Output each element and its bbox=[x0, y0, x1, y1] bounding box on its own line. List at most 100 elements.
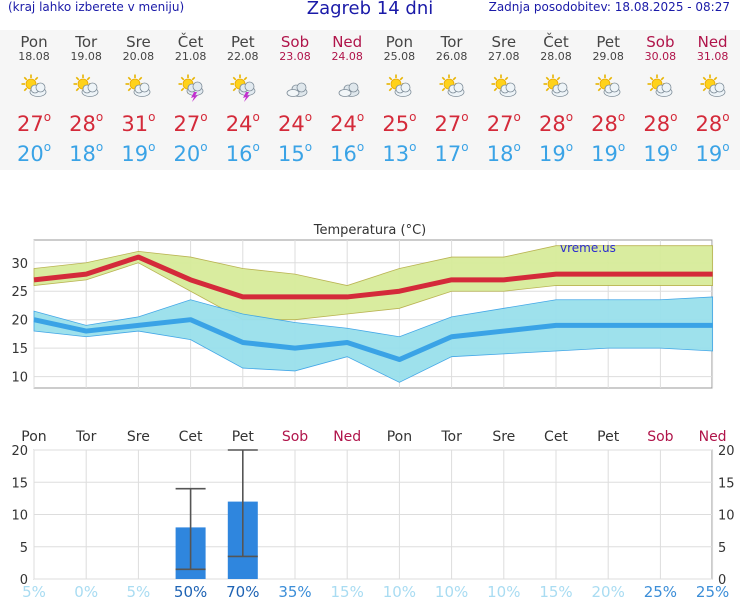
max-temperature: 27o bbox=[173, 110, 208, 136]
min-temperature: 15o bbox=[277, 140, 313, 166]
min-temperature: 19o bbox=[538, 140, 574, 166]
max-temperature: 24o bbox=[225, 110, 260, 136]
day-name: Pet bbox=[596, 33, 620, 51]
sun-cloud-icon bbox=[73, 74, 101, 102]
day-name: Tor bbox=[440, 33, 463, 51]
y-tick-label: 10 bbox=[11, 371, 28, 386]
precip-probability: 10% bbox=[435, 583, 468, 600]
min-temperature: 19o bbox=[643, 140, 678, 166]
sun-cloud-icon bbox=[439, 74, 467, 102]
thunderstorm-icon bbox=[230, 74, 258, 102]
day-name: Pon bbox=[20, 33, 48, 51]
precip-range bbox=[175, 487, 206, 571]
x-day-label: Sre bbox=[492, 430, 515, 445]
day-name: Pon bbox=[385, 33, 413, 51]
daily-forecast-strip: Pon 18.08 27o 20o Tor 19.08 28o 18o Sre 20.08 31o 1… bbox=[0, 30, 740, 170]
day-column: Pon 25.08 25o 13o bbox=[373, 30, 425, 167]
precip-probability: 15% bbox=[539, 583, 572, 600]
y-tick-label: 30 bbox=[11, 257, 28, 272]
max-temperature: 27o bbox=[486, 110, 521, 136]
chart-title: Temperatura (°C) bbox=[313, 223, 426, 238]
thunderstorm-icon bbox=[178, 74, 206, 102]
day-name: Ned bbox=[697, 33, 728, 51]
last-update: Zadnja posodobitev: 18.08.2025 - 08:27 bbox=[488, 0, 730, 14]
sun-cloud-icon bbox=[700, 74, 728, 102]
x-day-label: Pon bbox=[21, 430, 46, 445]
watermark: vreme.us bbox=[560, 241, 616, 255]
day-name: Tor bbox=[75, 33, 98, 51]
sun-cloud-icon bbox=[647, 74, 675, 102]
min-temperature: 19o bbox=[695, 140, 730, 166]
min-temperature: 17o bbox=[434, 140, 469, 166]
precip-probability: 25% bbox=[696, 583, 729, 600]
day-column: Pet 22.08 24o 16o bbox=[217, 30, 269, 167]
y-tick-label: 15 bbox=[718, 476, 735, 491]
day-name: Čet bbox=[177, 33, 204, 51]
max-temperature: 25o bbox=[382, 110, 417, 136]
precip-probability: 10% bbox=[487, 583, 520, 600]
min-temperature: 20o bbox=[16, 140, 52, 166]
day-date: 31.08 bbox=[696, 50, 729, 63]
max-temperature: 27o bbox=[434, 110, 469, 136]
max-temperature: 31o bbox=[121, 110, 156, 136]
day-date: 26.08 bbox=[435, 50, 468, 63]
x-day-label: Sob bbox=[647, 430, 673, 445]
max-temperature: 24o bbox=[277, 110, 313, 136]
min-temp-band bbox=[33, 296, 713, 383]
precip-probability: 50% bbox=[174, 583, 207, 600]
day-name: Čet bbox=[543, 33, 569, 51]
max-temperature: 28o bbox=[643, 110, 678, 136]
location-hint: (kraj lahko izberete v meniju) bbox=[8, 0, 185, 14]
y-tick-label: 10 bbox=[11, 509, 28, 524]
precip-probability: 5% bbox=[127, 583, 151, 600]
day-column: Čet 28.08 28o 19o bbox=[530, 30, 582, 167]
day-date: 30.08 bbox=[644, 50, 677, 63]
y-tick-label: 5 bbox=[20, 541, 28, 556]
day-column: Pet 29.08 28o 19o bbox=[582, 30, 634, 167]
max-temperature: 24o bbox=[330, 110, 365, 136]
max-temperature: 27o bbox=[16, 110, 52, 136]
day-column: Sre 20.08 31o 19o bbox=[112, 30, 164, 167]
precip-probability: 10% bbox=[383, 583, 416, 600]
day-date: 27.08 bbox=[488, 50, 520, 63]
day-date: 18.08 bbox=[18, 50, 50, 63]
day-column: Pon 18.08 27o 20o bbox=[8, 30, 60, 167]
y-tick-label: 0 bbox=[718, 573, 726, 588]
x-day-label: Pon bbox=[387, 430, 412, 445]
x-day-label: Ned bbox=[699, 430, 727, 445]
x-day-label: Čet bbox=[544, 430, 568, 445]
x-day-label: Sob bbox=[282, 430, 308, 445]
sun-cloud-icon bbox=[125, 74, 153, 102]
day-name: Pet bbox=[230, 33, 255, 51]
precip-probability: 70% bbox=[226, 583, 259, 600]
min-temp-line bbox=[33, 317, 713, 363]
y-tick-label: 25 bbox=[11, 285, 28, 300]
day-column: Tor 26.08 27o 17o bbox=[426, 30, 478, 167]
temperature-chart: Temperatura (°C) 10 15 20 25 30 vreme.us bbox=[11, 223, 714, 389]
x-day-label: Sre bbox=[127, 430, 150, 445]
day-date: 23.08 bbox=[279, 50, 311, 63]
x-day-label: Pet bbox=[232, 430, 255, 445]
day-column: Sre 27.08 27o 18o bbox=[478, 30, 530, 167]
day-column: Tor 19.08 28o 18o bbox=[60, 30, 112, 167]
day-name: Sob bbox=[280, 33, 310, 51]
max-temperature: 28o bbox=[695, 110, 730, 136]
y-tick-label: 20 bbox=[718, 444, 735, 459]
y-tick-label: 5 bbox=[718, 541, 726, 556]
min-temperature: 19o bbox=[121, 140, 156, 166]
day-date: 19.08 bbox=[70, 50, 102, 63]
day-date: 29.08 bbox=[592, 50, 624, 63]
x-day-label: Pet bbox=[597, 430, 620, 445]
precip-probability: 25% bbox=[644, 583, 677, 600]
y-tick-label: 0 bbox=[20, 573, 28, 588]
cloudy-icon bbox=[334, 74, 362, 102]
min-temperature: 16o bbox=[330, 140, 365, 166]
day-column: Čet 21.08 27o 20o bbox=[165, 30, 217, 167]
y-tick-label: 15 bbox=[11, 342, 28, 357]
day-date: 22.08 bbox=[227, 50, 259, 63]
day-column: Sob 23.08 24o 15o bbox=[269, 30, 321, 167]
max-temperature: 28o bbox=[69, 110, 104, 136]
sun-cloud-icon bbox=[595, 74, 623, 102]
precip-probability: 20% bbox=[592, 583, 625, 600]
x-day-label: Tor bbox=[440, 430, 462, 445]
